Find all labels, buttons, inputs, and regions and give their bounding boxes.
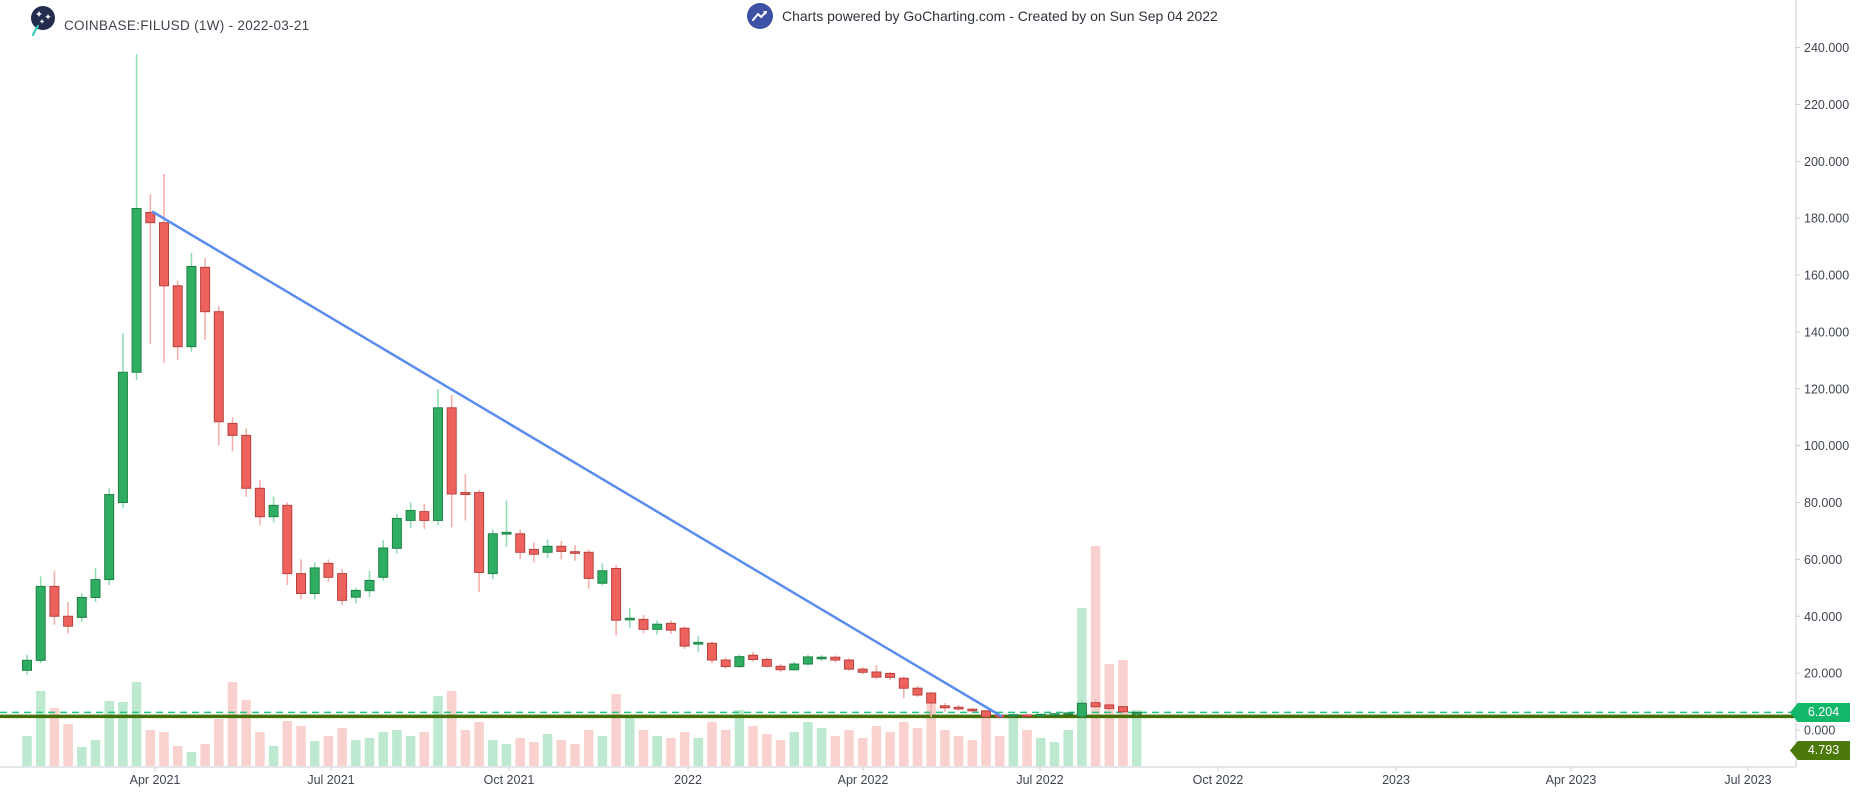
time-tick-label: 2022 (674, 773, 702, 787)
powered-by-text: Charts powered by GoCharting.com - Creat… (782, 8, 1218, 24)
price-tick-label: 60.000 (1804, 553, 1842, 567)
time-tick-label: Apr 2022 (838, 773, 889, 787)
gocharting-star-ball-logo-icon (28, 5, 56, 37)
header-symbol: COINBASE:FILUSD (1W) - 2022-03-21 (28, 5, 309, 37)
price-tick-label: 240.000 (1804, 41, 1849, 55)
descending-trendline[interactable] (151, 210, 1003, 718)
current-price-badge: 6.204 (1790, 703, 1850, 722)
price-tick-label: 120.000 (1804, 382, 1849, 396)
price-tick-label: 200.000 (1804, 155, 1849, 169)
volume-layer (22, 546, 1142, 766)
price-axis[interactable]: 240.000 220.000 200.000 180.000 160.000 140.0… (1796, 41, 1849, 738)
price-tick-label: 160.000 (1804, 269, 1849, 283)
time-tick-label: 2023 (1382, 773, 1410, 787)
price-tick-label: 100.000 (1804, 439, 1849, 453)
time-tick-label: Jul 2021 (307, 773, 354, 787)
price-tick-label: 140.000 (1804, 325, 1849, 339)
symbol-title: COINBASE:FILUSD (1W) - 2022-03-21 (64, 17, 310, 33)
time-tick-label: Apr 2023 (1546, 773, 1597, 787)
price-tick-label: 20.000 (1804, 667, 1842, 681)
candles-layer (22, 54, 1142, 718)
time-axis[interactable]: Apr 2021 Jul 2021 Oct 2021 2022 Apr 2022 Jul … (130, 767, 1772, 787)
price-tick-label: 80.000 (1804, 496, 1842, 510)
time-tick-label: Oct 2021 (484, 773, 535, 787)
price-tick-label: 0.000 (1804, 724, 1835, 738)
price-tick-label: 180.000 (1804, 212, 1849, 226)
price-tick-label: 40.000 (1804, 610, 1842, 624)
time-tick-label: Apr 2021 (130, 773, 181, 787)
support-level-badge: 4.793 (1790, 741, 1850, 760)
header-powered-by: Charts powered by GoCharting.com - Creat… (746, 2, 1218, 30)
time-tick-label: Jul 2023 (1724, 773, 1771, 787)
time-tick-label: Oct 2022 (1193, 773, 1244, 787)
gocharting-trend-logo-icon (746, 2, 774, 30)
time-tick-label: Jul 2022 (1016, 773, 1063, 787)
price-tick-label: 220.000 (1804, 98, 1849, 112)
